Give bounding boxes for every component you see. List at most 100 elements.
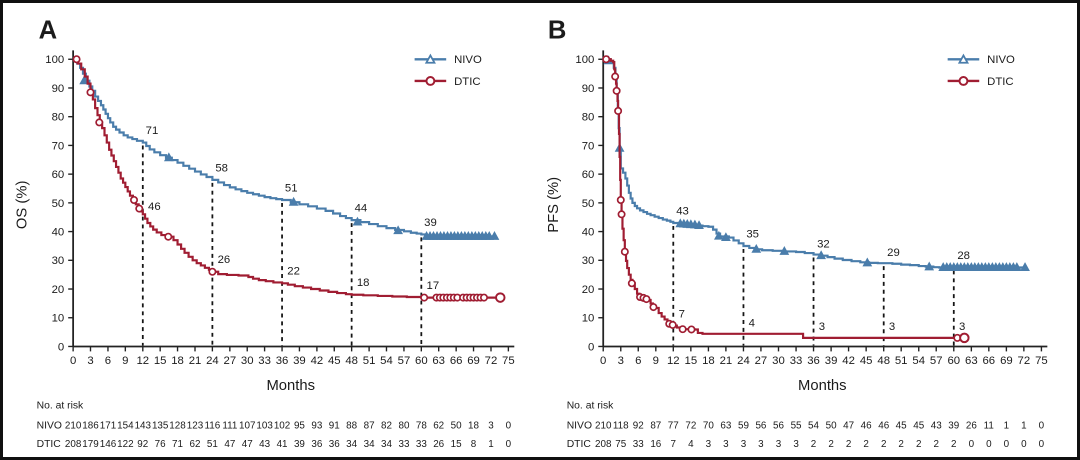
risk-value: 87	[650, 420, 661, 431]
x-tick-label: 18	[702, 355, 715, 367]
censor-circle-icon	[687, 325, 696, 334]
x-tick-label: 15	[685, 355, 698, 367]
x-tick-label: 66	[450, 355, 463, 367]
milestone-value-label: 3	[819, 321, 825, 333]
risk-value: 118	[613, 420, 629, 431]
risk-value: 0	[1004, 439, 1010, 450]
risk-value: 50	[451, 420, 462, 431]
risk-value: 88	[346, 420, 357, 431]
milestone-value-label: 58	[215, 162, 228, 174]
risk-row-label: NIVO	[37, 420, 62, 431]
x-tick-label: 72	[1018, 355, 1031, 367]
milestone-value-label: 26	[218, 254, 231, 266]
panel-label: B	[548, 17, 567, 45]
milestone-value-label: 22	[287, 266, 300, 278]
censor-circle-icon	[479, 293, 488, 302]
x-tick-label: 36	[807, 355, 820, 367]
x-tick-label: 0	[600, 355, 606, 367]
censor-triangle-icon	[751, 243, 762, 253]
censor-circle-icon	[668, 320, 677, 329]
risk-value: 45	[896, 420, 907, 431]
risk-value: 92	[137, 439, 148, 450]
risk-value: 135	[152, 420, 169, 431]
milestone-value-label: 51	[285, 182, 298, 194]
censor-circle-icon	[208, 267, 217, 276]
risk-value: 7	[671, 439, 676, 450]
risk-value: 210	[65, 420, 82, 431]
censor-circle-icon	[627, 279, 636, 288]
censor-circle-icon	[420, 293, 429, 302]
risk-value: 0	[1039, 439, 1045, 450]
risk-value: 2	[811, 439, 816, 450]
y-tick-label: 70	[582, 140, 595, 152]
milestone-value-label: 44	[355, 202, 368, 214]
risk-value: 82	[381, 420, 392, 431]
survival-curve-dtic	[603, 58, 965, 339]
risk-value: 45	[913, 420, 924, 431]
risk-value: 0	[506, 439, 512, 450]
x-tick-label: 63	[432, 355, 445, 367]
x-tick-label: 24	[737, 355, 750, 367]
end-marker-icon	[489, 231, 500, 240]
x-tick-label: 63	[965, 355, 978, 367]
x-tick-label: 9	[122, 355, 128, 367]
km-curve-nivo	[603, 55, 1030, 271]
milestone-value-label: 39	[424, 217, 437, 229]
censor-circle-icon	[678, 325, 687, 334]
y-tick-label: 30	[582, 255, 595, 267]
x-axis-title: Months	[266, 378, 315, 394]
milestone-value-label: 28	[957, 250, 970, 262]
y-tick-label: 100	[575, 54, 594, 66]
x-tick-label: 51	[363, 355, 376, 367]
censor-triangle-icon	[352, 216, 363, 226]
x-tick-label: 45	[860, 355, 873, 367]
legend-label: DTIC	[454, 76, 480, 88]
y-tick-label: 20	[52, 284, 65, 296]
risk-value: 46	[861, 420, 872, 431]
x-tick-label: 12	[667, 355, 680, 367]
legend-entry-nivo: NIVO	[414, 53, 482, 66]
km-curve-dtic	[602, 55, 970, 344]
risk-value: 50	[826, 420, 837, 431]
risk-value: 1	[488, 439, 493, 450]
risk-value: 75	[615, 439, 626, 450]
risk-value: 116	[205, 420, 221, 431]
x-tick-label: 27	[755, 355, 768, 367]
risk-value: 93	[311, 420, 322, 431]
risk-value: 47	[242, 439, 253, 450]
risk-value: 102	[274, 420, 290, 431]
risk-value: 34	[381, 439, 392, 450]
risk-value: 76	[155, 439, 166, 450]
risk-value: 0	[969, 439, 975, 450]
x-tick-label: 27	[224, 355, 237, 367]
milestone-value-label: 7	[679, 309, 685, 321]
risk-value: 92	[633, 420, 644, 431]
x-tick-label: 57	[398, 355, 411, 367]
risk-value: 36	[329, 439, 340, 450]
x-tick-label: 0	[70, 355, 76, 367]
risk-value: 0	[1021, 439, 1027, 450]
x-tick-label: 75	[1035, 355, 1048, 367]
risk-value: 39	[294, 439, 305, 450]
risk-value: 77	[668, 420, 679, 431]
legend-circle-icon	[425, 76, 436, 86]
legend-label: NIVO	[454, 54, 482, 66]
risk-value: 36	[311, 439, 322, 450]
x-tick-label: 12	[136, 355, 149, 367]
censor-circle-icon	[616, 195, 625, 204]
risk-value: 47	[843, 420, 854, 431]
x-tick-label: 6	[635, 355, 641, 367]
x-tick-label: 69	[1000, 355, 1013, 367]
risk-value: 56	[773, 420, 784, 431]
risk-value: 154	[117, 420, 134, 431]
censor-circle-icon	[642, 295, 651, 304]
y-axis-title: PFS (%)	[546, 177, 562, 233]
y-tick-label: 30	[52, 255, 65, 267]
y-tick-label: 0	[588, 341, 594, 353]
risk-value: 210	[595, 420, 612, 431]
panel-label: A	[39, 17, 58, 45]
x-tick-label: 15	[154, 355, 167, 367]
censor-circle-icon	[95, 118, 104, 127]
milestone-value-label: 71	[146, 125, 159, 137]
